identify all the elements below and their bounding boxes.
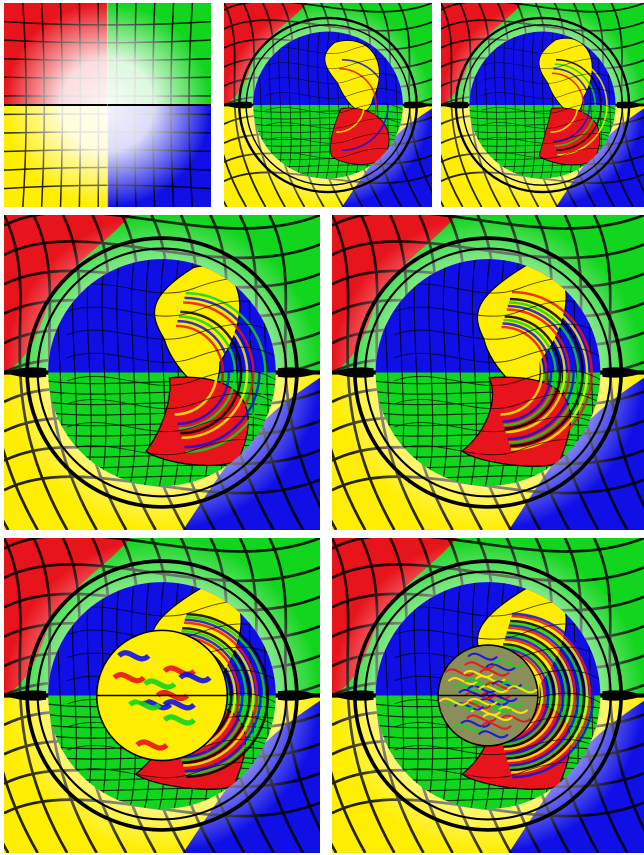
panel-early-mixing [224, 3, 432, 207]
panel-chaotic-core [4, 538, 320, 853]
panel-folding [4, 215, 320, 530]
panel-initial-grid [4, 3, 211, 207]
inner-disk [469, 31, 616, 179]
inner-disk [253, 31, 403, 179]
panel-deep-folding [332, 215, 644, 530]
inner-disk [48, 259, 276, 486]
mixed-core [95, 629, 229, 762]
panel-stretching [441, 3, 644, 207]
panel-fully-mixed-core [332, 538, 644, 853]
mixed-core [437, 644, 539, 747]
